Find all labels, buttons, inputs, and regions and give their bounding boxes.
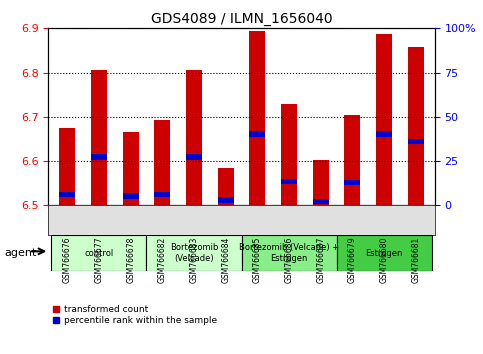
Bar <box>155 192 170 198</box>
Text: control: control <box>85 249 114 258</box>
Bar <box>155 120 170 205</box>
Bar <box>376 34 392 205</box>
Bar <box>186 70 202 205</box>
Text: GSM766683: GSM766683 <box>189 207 199 253</box>
Title: GDS4089 / ILMN_1656040: GDS4089 / ILMN_1656040 <box>151 12 332 26</box>
Bar <box>408 139 424 144</box>
Bar <box>59 192 75 198</box>
Text: agent: agent <box>5 248 37 258</box>
Bar <box>242 235 337 271</box>
Bar <box>146 235 242 271</box>
Bar <box>249 32 265 205</box>
Text: GSM766677: GSM766677 <box>95 207 103 253</box>
Bar <box>337 235 431 271</box>
Bar <box>59 128 75 205</box>
Bar <box>52 235 146 271</box>
Text: Bortezomib (Velcade) +
Estrogen: Bortezomib (Velcade) + Estrogen <box>239 244 339 263</box>
Bar <box>91 154 107 160</box>
Text: GSM766682: GSM766682 <box>158 207 167 253</box>
Text: GSM766687: GSM766687 <box>316 207 325 253</box>
Text: GSM766680: GSM766680 <box>380 207 388 253</box>
Text: GSM766681: GSM766681 <box>411 207 420 253</box>
Bar <box>123 193 139 199</box>
Bar <box>281 104 297 205</box>
Text: Estrogen: Estrogen <box>365 249 403 258</box>
Bar <box>218 168 234 205</box>
Bar <box>313 199 328 204</box>
Bar <box>313 160 328 205</box>
Bar <box>281 179 297 184</box>
Text: GSM766678: GSM766678 <box>126 207 135 253</box>
Bar <box>344 180 360 185</box>
Bar <box>376 131 392 137</box>
Text: GSM766684: GSM766684 <box>221 207 230 253</box>
Text: GSM766686: GSM766686 <box>284 207 294 253</box>
Bar <box>91 70 107 205</box>
Bar <box>344 115 360 205</box>
Text: Bortezomib
(Velcade): Bortezomib (Velcade) <box>170 244 218 263</box>
Bar <box>186 154 202 160</box>
Bar <box>408 47 424 205</box>
Legend: transformed count, percentile rank within the sample: transformed count, percentile rank withi… <box>53 306 217 325</box>
Bar <box>249 131 265 137</box>
Text: GSM766676: GSM766676 <box>63 207 72 253</box>
Text: GSM766685: GSM766685 <box>253 207 262 253</box>
Bar <box>123 132 139 205</box>
Bar <box>218 198 234 202</box>
Text: GSM766679: GSM766679 <box>348 207 357 253</box>
